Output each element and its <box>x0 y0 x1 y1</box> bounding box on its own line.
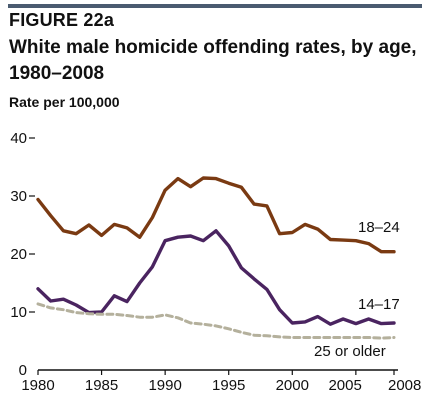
y-tick-label: 0 <box>19 362 27 379</box>
x-tick-label: 2008 <box>388 377 421 394</box>
y-tick-label: 10 <box>10 304 27 321</box>
x-tick-label: 2000 <box>276 377 309 394</box>
x-tick-label: 2005 <box>328 377 361 394</box>
x-axis-ticks: 1980 1985 1990 1995 2000 2005 2008 <box>21 370 421 394</box>
chart-title: White male homicide offending rates, by … <box>9 37 417 84</box>
series-18-24-line <box>36 176 396 254</box>
x-tick-label: 1995 <box>212 377 245 394</box>
y-tick-label: 20 <box>10 246 27 263</box>
series-lines <box>36 176 396 340</box>
header-rule <box>8 4 422 8</box>
series-25-older-line <box>36 302 396 340</box>
x-tick-label: 1980 <box>21 377 54 394</box>
x-tick-label: 1985 <box>85 377 118 394</box>
figure-label: FIGURE 22a <box>9 10 115 30</box>
series-14-17-line <box>36 229 396 326</box>
series-label-14-17: 14–17 <box>358 296 400 313</box>
series-labels: 18–24 14–17 25 or older <box>314 219 400 360</box>
y-axis-label: Rate per 100,000 <box>9 94 120 110</box>
x-tick-label: 1990 <box>148 377 181 394</box>
series-label-18-24: 18–24 <box>358 219 400 236</box>
y-tick-label: 30 <box>10 188 27 205</box>
y-axis-ticks: 0 10 20 30 40 <box>10 130 35 379</box>
y-tick-label: 40 <box>10 130 27 147</box>
series-label-25-older: 25 or older <box>314 343 386 360</box>
